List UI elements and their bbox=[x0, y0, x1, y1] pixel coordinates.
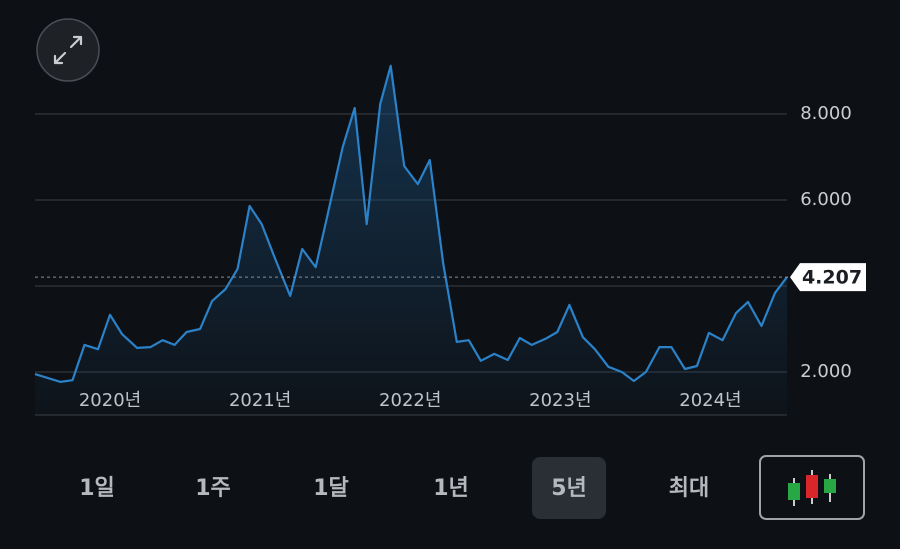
chart: 2.0006.0008.0002020년2021년2022년2023년2024년… bbox=[34, 64, 866, 416]
range-button[interactable]: 5년 bbox=[551, 476, 587, 501]
range-button[interactable]: 1달 bbox=[313, 476, 349, 501]
expand-button[interactable] bbox=[36, 18, 100, 82]
range-buttons: 1일 1주 1달 1년 5년 최대 bbox=[79, 457, 709, 519]
range-button[interactable]: 1주 bbox=[195, 476, 231, 501]
y-tick-label: 6.000 bbox=[800, 189, 852, 210]
last-value-label: 4.207 bbox=[802, 267, 862, 289]
range-button[interactable]: 1년 bbox=[433, 476, 469, 501]
last-value-marker bbox=[790, 263, 866, 292]
price-line bbox=[34, 64, 788, 383]
range-button[interactable]: 최대 bbox=[669, 476, 709, 501]
range-button[interactable]: 1일 bbox=[79, 476, 115, 501]
y-tick-label: 8.000 bbox=[800, 103, 852, 124]
candle-button[interactable] bbox=[759, 455, 865, 520]
selected-range-bg bbox=[532, 457, 606, 519]
area-fill bbox=[35, 65, 787, 416]
y-tick-label: 2.000 bbox=[800, 361, 852, 382]
